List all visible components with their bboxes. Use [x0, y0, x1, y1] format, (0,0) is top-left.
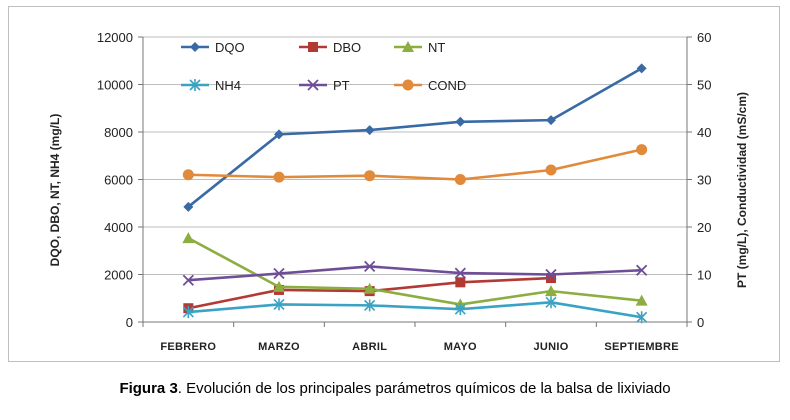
data-point-dqo	[546, 115, 556, 126]
y-axis-right-label: PT (mg/L), Conductividad (mS/cm)	[735, 92, 749, 288]
series-line-pt	[188, 265, 642, 282]
data-point-cond	[182, 169, 194, 181]
data-point-pt	[454, 267, 466, 279]
x-tick-label: JUNIO	[533, 341, 568, 353]
legend-label-dqo: DQO	[215, 40, 245, 55]
legend-label-nh4: NH4	[215, 78, 241, 93]
x-tick-label: ABRIL	[352, 341, 387, 353]
legend-item-pt: PT	[299, 78, 350, 93]
legend-item-dbo: DBO	[299, 40, 361, 55]
data-point-cond	[454, 174, 466, 185]
legend-marker-dbo	[308, 42, 318, 52]
legend: DQO DBO NT NH4 PT COND	[181, 40, 466, 93]
data-point-cond	[636, 144, 648, 156]
y-left-tick-label: 8000	[104, 125, 133, 140]
x-tick-label: FEBRERO	[160, 341, 216, 353]
data-point-dqo	[636, 63, 647, 74]
data-point-cond	[364, 170, 376, 182]
y-left-tick-label: 10000	[97, 78, 133, 93]
y-left-tick-label: 4000	[104, 220, 133, 235]
legend-item-cond: COND	[394, 78, 466, 93]
legend-item-nt: NT	[394, 40, 445, 55]
data-point-nh4	[182, 306, 194, 319]
figure-caption: Figura 3. Evolución de los principales p…	[0, 380, 790, 397]
legend-label-nt: NT	[428, 40, 445, 55]
line-chart: 0 2000 4000 6000 8000 10000 12000 0 10 20 30 40 50 60…	[48, 30, 749, 353]
legend-marker-nh4	[189, 79, 201, 91]
data-point-cond	[545, 164, 557, 176]
legend-marker-pt	[307, 79, 319, 91]
series-line-nt	[187, 237, 642, 306]
data-point-nt	[273, 280, 285, 292]
series-line-nh4	[188, 300, 642, 319]
data-point-dqo	[364, 125, 375, 136]
data-point-nt	[363, 282, 376, 294]
data-point-dqo	[183, 201, 194, 212]
data-point-nt	[182, 232, 195, 244]
data-point-nt	[635, 294, 648, 306]
data-point-dqo	[274, 129, 284, 140]
series-pt	[182, 260, 648, 286]
data-point-pt	[636, 264, 648, 276]
series-line-cond	[188, 148, 642, 181]
data-point-nh4	[545, 296, 557, 309]
y-left-tick-label: 6000	[104, 173, 133, 188]
data-point-pt	[273, 267, 285, 280]
series-dqo	[183, 63, 647, 212]
legend-marker-dqo	[190, 42, 200, 52]
gridlines	[143, 36, 687, 275]
data-point-nt	[545, 285, 557, 297]
legend-marker-cond	[402, 79, 414, 91]
y-axis-left-label: DQO, DBO, NT, NH4 (mg/L)	[48, 114, 62, 267]
y-right-tick-label: 20	[697, 220, 711, 235]
y-right-tick-label: 30	[697, 173, 711, 188]
legend-label-pt: PT	[333, 78, 350, 93]
y-left-tick-label: 0	[126, 315, 133, 330]
caption-label: Figura 3	[119, 380, 178, 397]
axes: 0 2000 4000 6000 8000 10000 12000 0 10 20 30 40 50 60…	[97, 30, 712, 353]
data-point-pt	[364, 260, 376, 273]
y-right-tick-label: 60	[697, 30, 711, 45]
x-tick-label: SEPTIEMBRE	[604, 341, 679, 353]
data-point-dbo	[546, 273, 556, 284]
chart-frame: 0 2000 4000 6000 8000 10000 12000 0 10 20 30 40 50 60…	[8, 6, 780, 362]
y-left-tick-label: 2000	[104, 268, 133, 283]
x-tick-label: MARZO	[258, 341, 300, 353]
data-point-nh4	[636, 311, 648, 324]
data-point-cond	[273, 171, 285, 183]
caption-text: . Evolución de los principales parámetro…	[177, 380, 671, 397]
y-right-tick-label: 40	[697, 125, 711, 140]
legend-label-cond: COND	[428, 78, 466, 93]
x-tick-label: MAYO	[444, 341, 477, 353]
data-point-nh4	[454, 303, 466, 316]
legend-marker-nt	[402, 41, 414, 52]
series-line-dqo	[187, 67, 643, 208]
series-lines	[182, 63, 648, 324]
legend-label-dbo: DBO	[333, 40, 361, 55]
data-point-dbo	[455, 277, 466, 288]
data-point-dqo	[455, 116, 466, 127]
data-point-pt	[182, 274, 194, 286]
legend-item-dqo: DQO	[181, 40, 245, 55]
y-left-tick-label: 12000	[97, 30, 133, 45]
series-nh4	[182, 296, 648, 324]
y-right-tick-label: 10	[697, 268, 711, 283]
y-right-tick-label: 0	[697, 315, 704, 330]
data-point-nh4	[364, 299, 376, 312]
legend-item-nh4: NH4	[181, 78, 241, 93]
data-point-nh4	[273, 298, 285, 311]
series-cond	[182, 144, 648, 185]
y-right-tick-label: 50	[697, 78, 711, 93]
data-point-pt	[545, 268, 557, 281]
